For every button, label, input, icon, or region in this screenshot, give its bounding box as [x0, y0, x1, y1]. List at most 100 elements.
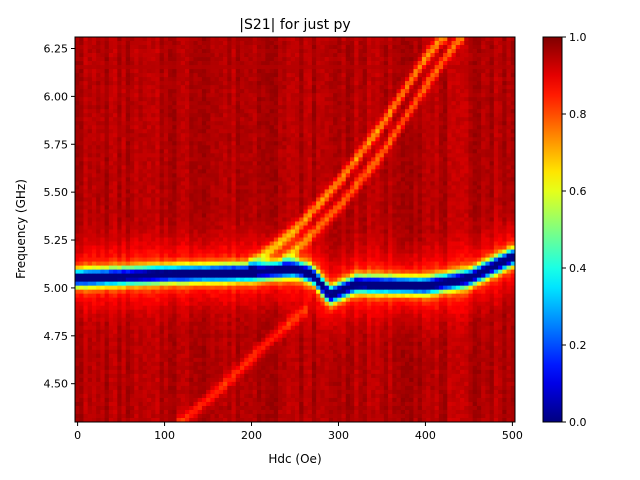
heatmap-cell [83, 409, 89, 415]
heatmap-cell [201, 345, 207, 351]
heatmap-cell [83, 333, 89, 339]
heatmap-cell [91, 89, 97, 94]
heatmap-cell [227, 321, 232, 327]
heatmap-cell [252, 393, 258, 399]
heatmap-cell [159, 193, 165, 198]
heatmap-cell [282, 185, 287, 190]
heatmap-cell [214, 41, 220, 46]
heatmap-cell [104, 109, 110, 114]
heatmap-cell [278, 109, 283, 114]
heatmap-cell [256, 189, 262, 194]
heatmap-cell [104, 149, 110, 154]
heatmap-cell [83, 61, 89, 66]
heatmap-cell [197, 249, 203, 254]
heatmap-cell [248, 305, 254, 311]
heatmap-cell [201, 349, 207, 355]
heatmap-cell [104, 253, 110, 258]
heatmap-cell [189, 49, 194, 54]
heatmap-cell [104, 229, 110, 234]
heatmap-cell [286, 325, 292, 331]
heatmap-cell [138, 61, 144, 66]
heatmap-cell [227, 301, 232, 307]
heatmap-cell [121, 325, 127, 331]
heatmap-cell [210, 365, 216, 371]
heatmap-cell [261, 73, 266, 78]
heatmap-cell [87, 205, 93, 210]
heatmap-cell [256, 169, 262, 174]
heatmap-cell [223, 53, 228, 58]
heatmap-cell [201, 213, 207, 218]
heatmap-cell [227, 345, 232, 351]
heatmap-cell [265, 321, 271, 327]
heatmap-cell [231, 305, 237, 311]
heatmap-cell [91, 301, 97, 307]
heatmap-cell [130, 293, 135, 299]
heatmap-cell [125, 129, 131, 134]
heatmap-cell [163, 345, 169, 351]
heatmap-cell [210, 141, 216, 146]
heatmap-cell [142, 393, 148, 399]
heatmap-cell [75, 301, 80, 307]
heatmap-cell [113, 165, 118, 170]
heatmap-cell [172, 257, 177, 262]
heatmap-cell [206, 89, 211, 94]
heatmap-cell [248, 193, 254, 198]
heatmap-cell [282, 333, 287, 339]
heatmap-cell [75, 89, 80, 94]
heatmap-cell [286, 69, 292, 74]
heatmap-cell [104, 41, 110, 46]
heatmap-cell [130, 141, 135, 146]
heatmap-cell [248, 169, 254, 174]
heatmap-cell [104, 289, 110, 295]
heatmap-cell [117, 49, 122, 54]
heatmap-cell [290, 217, 296, 222]
heatmap-cell [235, 345, 241, 351]
heatmap-cell [197, 389, 203, 395]
heatmap-cell [172, 85, 177, 90]
heatmap-cell [159, 413, 165, 419]
heatmap-cell [176, 253, 182, 258]
heatmap-cell [108, 213, 114, 218]
heatmap-cell [273, 53, 279, 58]
heatmap-cell [218, 217, 224, 222]
heatmap-cell [290, 341, 296, 347]
heatmap-cell [286, 173, 292, 178]
heatmap-cell [210, 405, 216, 411]
heatmap-cell [176, 245, 182, 250]
heatmap-cell [138, 377, 144, 383]
heatmap-cell [189, 213, 194, 218]
heatmap-cell [75, 257, 80, 262]
heatmap-cell [75, 161, 80, 166]
heatmap-cell [159, 305, 165, 311]
heatmap-cell [100, 241, 106, 246]
heatmap-cell [227, 265, 232, 270]
heatmap-cell [151, 217, 156, 222]
heatmap-cell [197, 237, 203, 242]
heatmap-cell [100, 161, 106, 166]
heatmap-cell [256, 265, 262, 270]
heatmap-cell [108, 129, 114, 134]
heatmap-cell [130, 37, 135, 42]
heatmap-cell [218, 293, 224, 299]
heatmap-cell [125, 257, 131, 262]
heatmap-cell [286, 297, 292, 303]
heatmap-cell [142, 213, 148, 218]
heatmap-cell [100, 189, 106, 194]
heatmap-cell [104, 165, 110, 170]
heatmap-cell [142, 89, 148, 94]
heatmap-cell [252, 169, 258, 174]
heatmap-cell [240, 401, 245, 407]
heatmap-cell [91, 353, 97, 359]
heatmap-cell [108, 401, 114, 407]
heatmap-cell [244, 197, 249, 202]
heatmap-cell [185, 225, 190, 230]
heatmap-cell [214, 369, 220, 375]
heatmap-cell [261, 109, 266, 114]
heatmap-cell [172, 89, 177, 94]
heatmap-cell [108, 53, 114, 58]
heatmap-cell [269, 53, 275, 58]
heatmap-cell [206, 417, 211, 423]
heatmap-cell [130, 417, 135, 423]
heatmap-cell [290, 65, 296, 70]
heatmap-cell [265, 173, 271, 178]
